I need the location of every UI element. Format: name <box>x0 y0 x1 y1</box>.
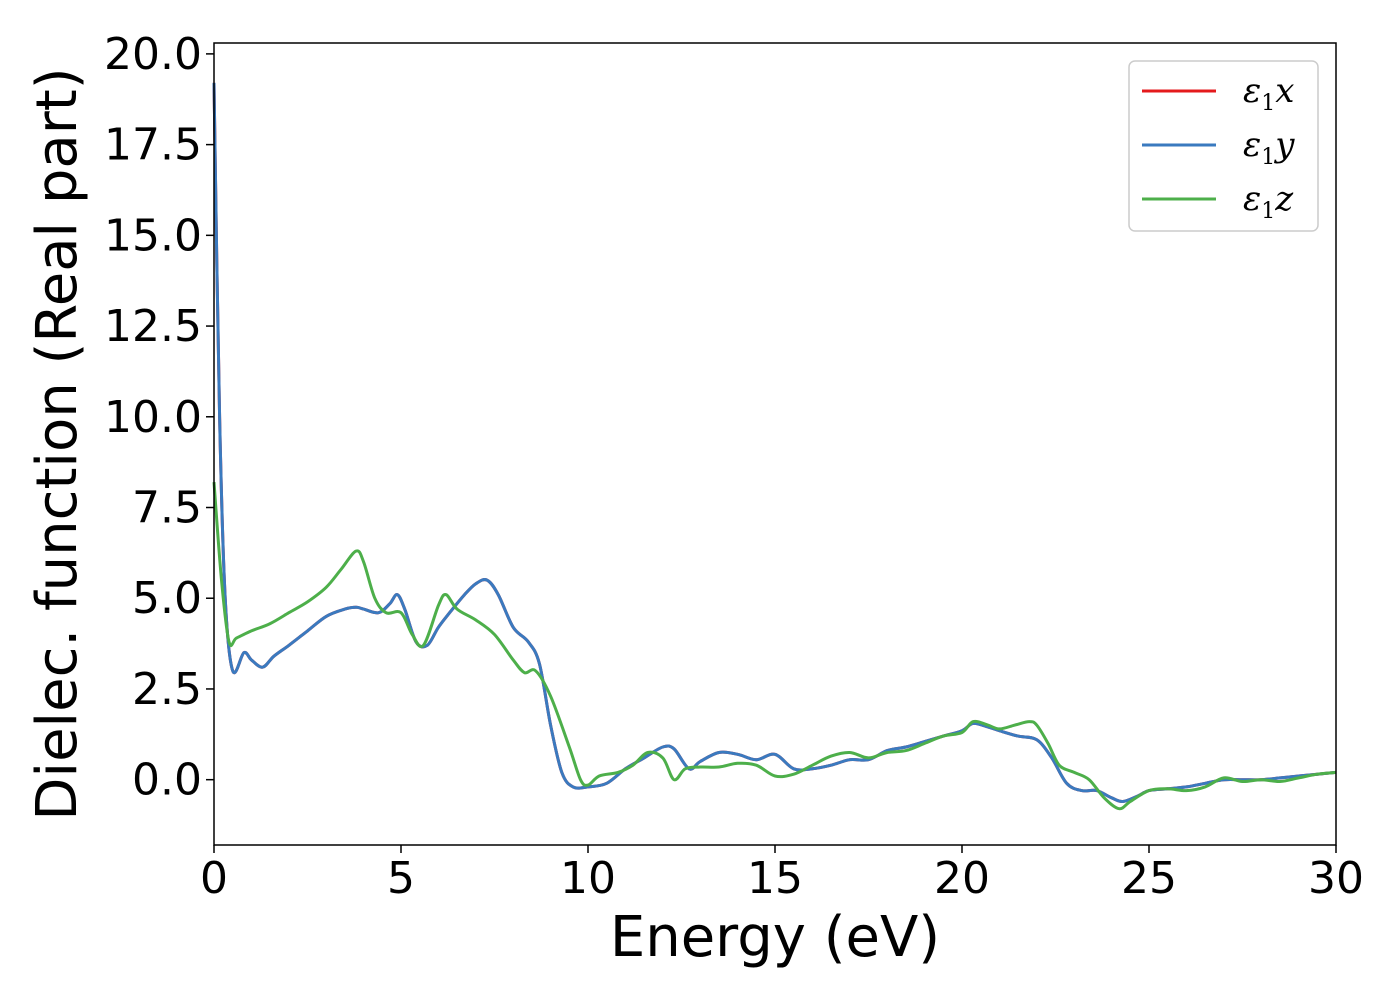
y-tick-label: 20.0 <box>104 29 202 80</box>
legend-box <box>1128 60 1319 232</box>
y-tick-label: 7.5 <box>132 483 202 534</box>
x-axis-label: Energy (eV) <box>610 905 940 970</box>
y-tick-label: 17.5 <box>104 120 202 171</box>
series-line-z <box>212 481 1337 811</box>
x-tick-label: 10 <box>560 853 616 904</box>
y-tick-label: 5.0 <box>132 573 202 624</box>
legend-label-y: ε1y <box>1243 125 1295 170</box>
legend: ε1x ε1y ε1z <box>1128 60 1319 232</box>
series-layer <box>212 82 1337 811</box>
y-tick-label: 12.5 <box>104 301 202 352</box>
y-tick-label: 2.5 <box>132 664 202 715</box>
legend-label-x: ε1x <box>1243 71 1294 116</box>
series-line-y <box>212 82 1337 804</box>
y-axis-label: Dielec. function (Real part) <box>25 67 90 820</box>
x-tick-label: 20 <box>934 853 990 904</box>
x-tick-label: 25 <box>1121 853 1177 904</box>
x-axis-ticks: 0 5 10 15 20 25 30 <box>200 845 1364 904</box>
y-axis-ticks: 0.0 2.5 5.0 7.5 10.0 12.5 15.0 17.5 20.0 <box>104 29 214 806</box>
y-tick-label: 15.0 <box>104 210 202 261</box>
x-tick-label: 30 <box>1308 853 1364 904</box>
y-tick-label: 0.0 <box>132 755 202 806</box>
x-tick-label: 0 <box>200 853 228 904</box>
y-tick-label: 10.0 <box>104 392 202 443</box>
x-tick-label: 5 <box>387 853 415 904</box>
legend-label-z: ε1z <box>1243 179 1294 224</box>
x-tick-label: 15 <box>747 853 803 904</box>
